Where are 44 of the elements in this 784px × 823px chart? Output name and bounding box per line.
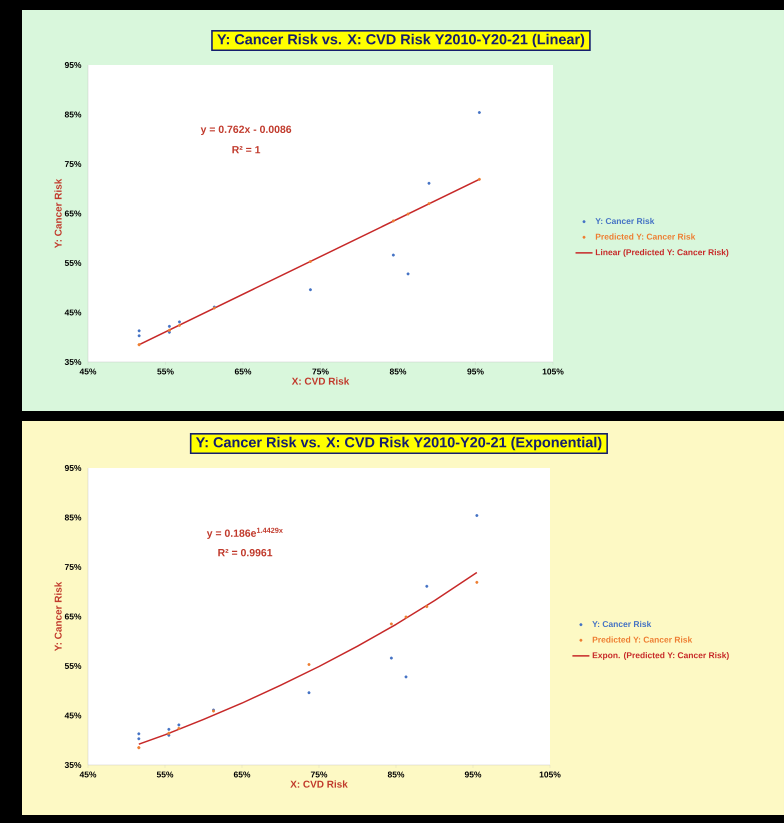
x-tick-label: 75% xyxy=(310,772,328,778)
annotation: R² = 0.9961 xyxy=(218,548,272,556)
y-tick-label: 95% xyxy=(64,465,82,471)
annotation: y = 0.762x - 0.0086 xyxy=(200,126,292,136)
y-tick-label: 35% xyxy=(64,358,82,365)
y-tick-label: 65% xyxy=(64,210,82,216)
chart-title: Y: Cancer Risk vs. X: CVD Risk Y2010-Y20-21 (Exponential) xyxy=(196,436,602,450)
x-tick-label: 95% xyxy=(464,772,482,778)
chart-title: Y: Cancer Risk vs. X: CVD Risk Y2010-Y20-21 (Linear) xyxy=(217,34,584,48)
x-tick-label: 75% xyxy=(312,368,329,374)
x-tick-label: 55% xyxy=(156,772,174,778)
x-tick-label: 45% xyxy=(80,772,96,778)
annotation: R² = 1 xyxy=(232,146,260,154)
legend-label: Expon. (Predicted Y: Cancer Risk) xyxy=(592,652,729,660)
legend-label: Y: Cancer Risk xyxy=(592,620,652,628)
y-tick-label: 45% xyxy=(64,310,82,316)
y-tick-label: 75% xyxy=(64,161,82,167)
x-tick-label: 65% xyxy=(234,772,250,778)
x-tick-label: 85% xyxy=(390,368,406,374)
y-tick-label: 55% xyxy=(64,260,82,266)
x-tick-label: 65% xyxy=(234,368,252,374)
y-tick-label: 85% xyxy=(64,514,82,520)
x-tick-label: 55% xyxy=(157,368,174,374)
x-axis-title: X: CVD Risk xyxy=(292,377,350,385)
legend-label: Predicted Y: Cancer Risk xyxy=(592,636,692,643)
y-axis-title: Y: Cancer Risk xyxy=(54,178,62,248)
y-axis-title: Y: Cancer Risk xyxy=(54,582,62,652)
y-tick-label: 35% xyxy=(64,762,82,768)
x-axis-title: X: CVD Risk xyxy=(290,780,348,788)
legend-label: Predicted Y: Cancer Risk xyxy=(596,233,696,240)
y-tick-label: 55% xyxy=(64,663,82,669)
y-tick-label: 95% xyxy=(64,62,82,68)
y-tick-label: 85% xyxy=(64,112,82,118)
y-tick-label: 45% xyxy=(64,712,82,718)
annotation: y = 0.186e$^{1.4429x}$ xyxy=(206,528,283,539)
x-tick-label: 85% xyxy=(388,772,404,778)
x-tick-label: 45% xyxy=(80,368,96,374)
y-tick-label: 75% xyxy=(64,564,82,570)
x-tick-label: 105% xyxy=(542,368,564,374)
x-tick-label: 95% xyxy=(467,368,484,374)
x-tick-label: 105% xyxy=(540,772,561,778)
y-tick-label: 65% xyxy=(64,614,82,620)
legend-label: Y: Cancer Risk xyxy=(595,218,654,224)
legend-label: Linear (Predicted Y: Cancer Risk) xyxy=(596,249,728,257)
